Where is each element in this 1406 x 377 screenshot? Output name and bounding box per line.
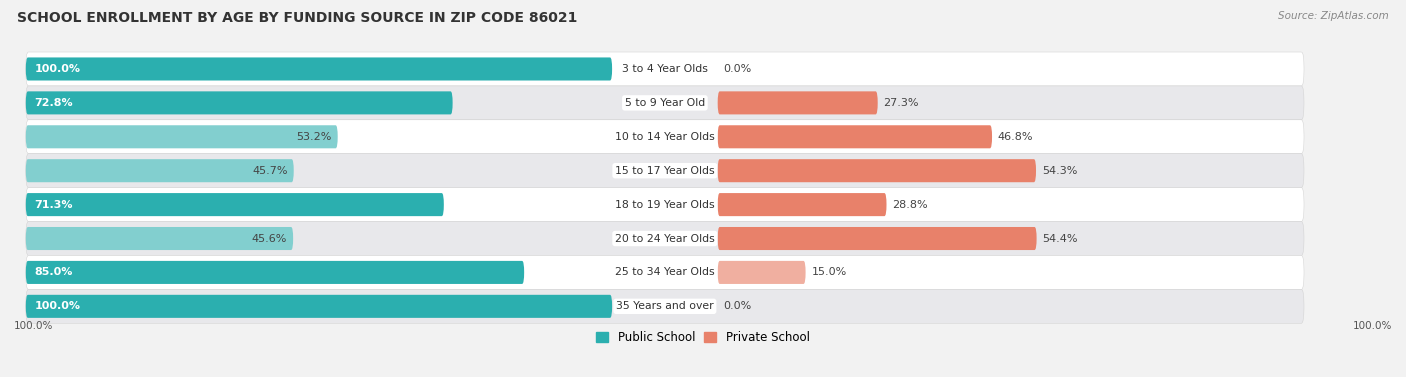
FancyBboxPatch shape <box>25 193 444 216</box>
Text: 18 to 19 Year Olds: 18 to 19 Year Olds <box>614 199 714 210</box>
FancyBboxPatch shape <box>717 227 1036 250</box>
Text: 10 to 14 Year Olds: 10 to 14 Year Olds <box>614 132 714 142</box>
Text: Source: ZipAtlas.com: Source: ZipAtlas.com <box>1278 11 1389 21</box>
Legend: Public School, Private School: Public School, Private School <box>592 326 814 349</box>
FancyBboxPatch shape <box>25 256 1303 290</box>
Text: 53.2%: 53.2% <box>297 132 332 142</box>
Text: 46.8%: 46.8% <box>998 132 1033 142</box>
Text: SCHOOL ENROLLMENT BY AGE BY FUNDING SOURCE IN ZIP CODE 86021: SCHOOL ENROLLMENT BY AGE BY FUNDING SOUR… <box>17 11 578 25</box>
FancyBboxPatch shape <box>25 261 524 284</box>
Text: 15 to 17 Year Olds: 15 to 17 Year Olds <box>614 166 714 176</box>
FancyBboxPatch shape <box>25 52 1303 86</box>
FancyBboxPatch shape <box>25 86 1303 120</box>
Text: 54.3%: 54.3% <box>1042 166 1077 176</box>
Text: 71.3%: 71.3% <box>35 199 73 210</box>
Text: 0.0%: 0.0% <box>724 301 752 311</box>
FancyBboxPatch shape <box>25 125 337 148</box>
Text: 100.0%: 100.0% <box>1353 321 1392 331</box>
Text: 3 to 4 Year Olds: 3 to 4 Year Olds <box>621 64 707 74</box>
Text: 20 to 24 Year Olds: 20 to 24 Year Olds <box>614 233 714 244</box>
FancyBboxPatch shape <box>25 188 1303 222</box>
Text: 5 to 9 Year Old: 5 to 9 Year Old <box>624 98 704 108</box>
Text: 25 to 34 Year Olds: 25 to 34 Year Olds <box>614 267 714 277</box>
FancyBboxPatch shape <box>717 125 993 148</box>
Text: 85.0%: 85.0% <box>35 267 73 277</box>
FancyBboxPatch shape <box>25 159 294 182</box>
FancyBboxPatch shape <box>25 290 1303 323</box>
Text: 100.0%: 100.0% <box>35 64 80 74</box>
Text: 35 Years and over: 35 Years and over <box>616 301 714 311</box>
FancyBboxPatch shape <box>717 91 877 114</box>
Text: 54.4%: 54.4% <box>1042 233 1078 244</box>
Text: 28.8%: 28.8% <box>893 199 928 210</box>
Text: 100.0%: 100.0% <box>35 301 80 311</box>
Text: 0.0%: 0.0% <box>724 64 752 74</box>
Text: 27.3%: 27.3% <box>883 98 920 108</box>
FancyBboxPatch shape <box>25 120 1303 154</box>
FancyBboxPatch shape <box>25 295 612 318</box>
FancyBboxPatch shape <box>717 261 806 284</box>
FancyBboxPatch shape <box>717 159 1036 182</box>
Text: 100.0%: 100.0% <box>14 321 53 331</box>
FancyBboxPatch shape <box>717 193 887 216</box>
FancyBboxPatch shape <box>25 154 1303 188</box>
Text: 72.8%: 72.8% <box>35 98 73 108</box>
FancyBboxPatch shape <box>25 57 612 81</box>
Text: 15.0%: 15.0% <box>811 267 846 277</box>
Text: 45.7%: 45.7% <box>253 166 288 176</box>
FancyBboxPatch shape <box>25 227 294 250</box>
Text: 45.6%: 45.6% <box>252 233 287 244</box>
FancyBboxPatch shape <box>25 222 1303 256</box>
FancyBboxPatch shape <box>25 91 453 114</box>
